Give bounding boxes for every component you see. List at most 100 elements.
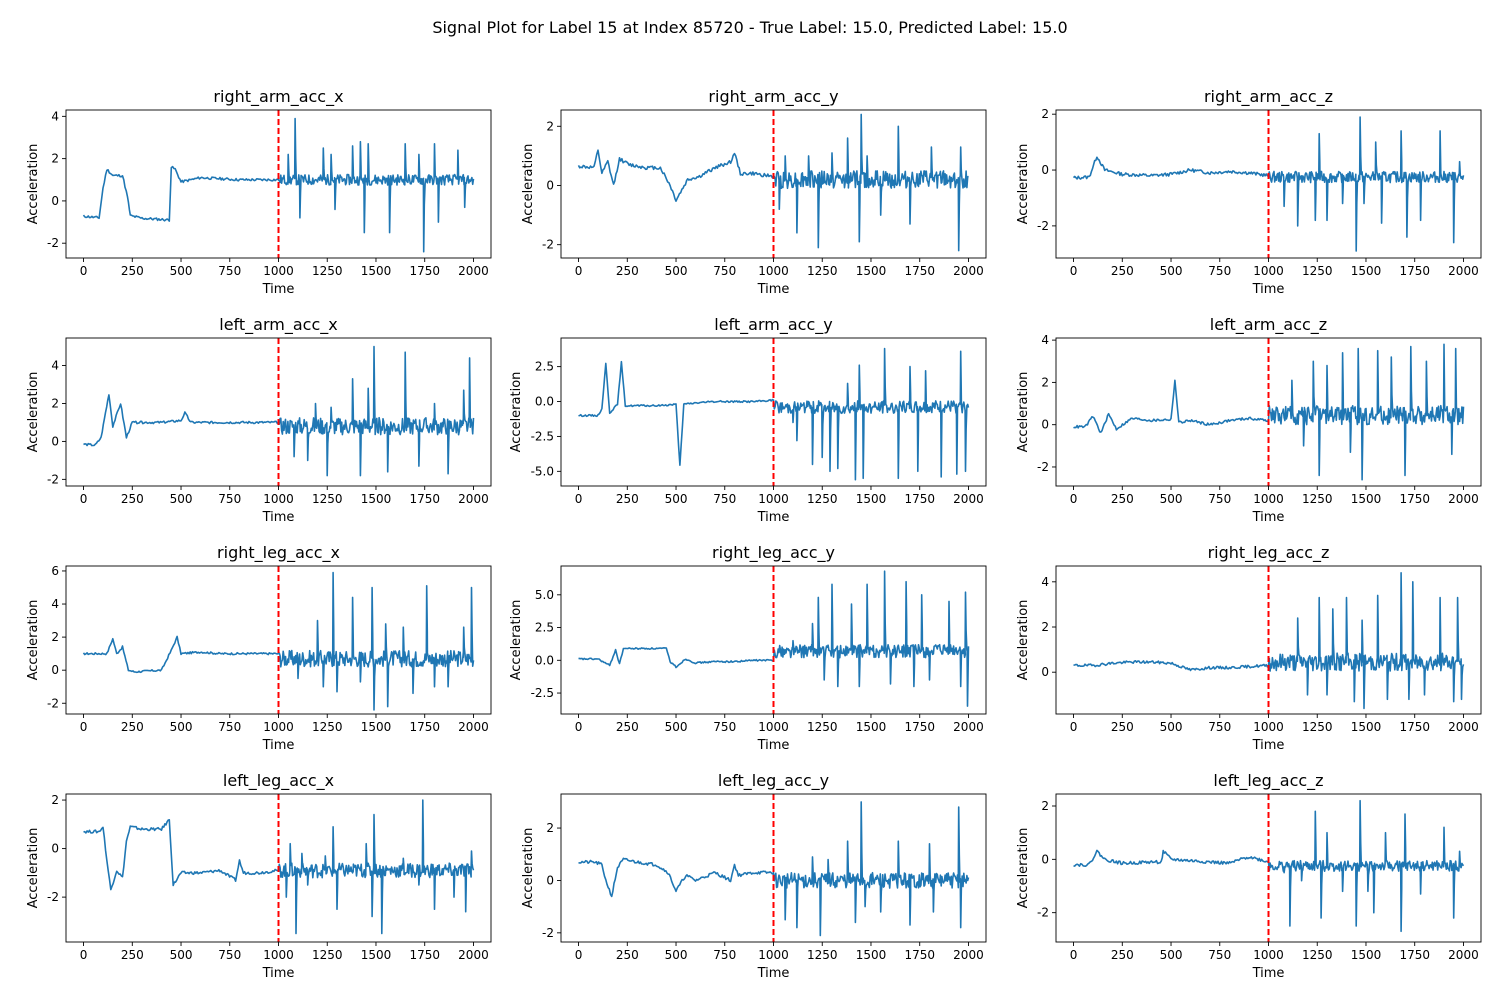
y-tick-label: 0.0 (535, 653, 554, 667)
x-tick-label: 1250 (807, 264, 838, 278)
figure-title: Signal Plot for Label 15 at Index 85720 … (432, 18, 1068, 37)
x-tick-label: 1000 (263, 492, 294, 506)
x-axis-label: Time (757, 282, 790, 297)
x-tick-label: 250 (1111, 720, 1134, 734)
x-tick-label: 1500 (361, 948, 392, 962)
x-tick-label: 250 (121, 720, 144, 734)
y-tick-label: 0 (51, 434, 59, 448)
y-tick-label: 2.5 (535, 360, 554, 374)
x-tick-label: 2000 (1448, 492, 1479, 506)
y-tick-label: 4 (51, 109, 59, 123)
subplot-left-arm-acc-y: left_arm_acc_y 0 250 500 750 1000 1250 1500 1750… (509, 315, 987, 525)
x-tick-label: 1000 (758, 264, 789, 278)
y-axis-label: Acceleration (1016, 828, 1031, 909)
y-tick-label: 2 (51, 396, 59, 410)
subplot-title: left_leg_acc_y (718, 771, 829, 791)
subplot-left-leg-acc-y: left_leg_acc_y 0 250 500 750 1000 1250 1500 1750… (521, 771, 987, 981)
x-tick-label: 0 (80, 492, 88, 506)
signal-line (82, 571, 475, 711)
x-tick-label: 750 (218, 720, 241, 734)
x-tick-label: 250 (121, 948, 144, 962)
x-axis-label: Time (262, 510, 295, 525)
x-tick-label: 1000 (758, 948, 789, 962)
x-tick-label: 500 (665, 492, 688, 506)
x-tick-label: 1250 (807, 492, 838, 506)
x-tick-label: 1000 (1253, 948, 1284, 962)
x-tick-label: 1250 (1302, 720, 1333, 734)
x-tick-label: 1000 (758, 720, 789, 734)
x-tick-label: 1500 (1351, 948, 1382, 962)
x-tick-label: 2000 (458, 948, 489, 962)
subplot-title: left_leg_acc_x (223, 771, 334, 791)
y-tick-label: -2 (1037, 906, 1049, 920)
x-tick-label: 1500 (856, 492, 887, 506)
x-tick-label: 0 (1070, 264, 1078, 278)
x-tick-label: 2000 (1448, 720, 1479, 734)
x-tick-label: 1500 (856, 720, 887, 734)
x-tick-label: 1000 (1253, 492, 1284, 506)
x-tick-label: 1750 (1399, 492, 1430, 506)
x-tick-label: 250 (1111, 264, 1134, 278)
y-axis-label: Acceleration (26, 372, 41, 453)
subplot-left-leg-acc-z: left_leg_acc_z 0 250 500 750 1000 1250 1500 1750… (1016, 771, 1482, 981)
signal-line (578, 570, 970, 707)
x-tick-label: 500 (665, 720, 688, 734)
y-tick-label: -2 (47, 472, 59, 486)
x-tick-label: 1250 (807, 720, 838, 734)
x-tick-label: 250 (1111, 492, 1134, 506)
x-tick-label: 750 (218, 264, 241, 278)
y-tick-label: 0 (546, 178, 554, 192)
x-tick-label: 1500 (1351, 264, 1382, 278)
x-tick-label: 250 (616, 264, 639, 278)
signal-line (83, 345, 475, 477)
x-tick-label: 1250 (1302, 948, 1333, 962)
x-tick-label: 1000 (758, 492, 789, 506)
subplot-right-arm-acc-x: right_arm_acc_x 0 250 500 750 1000 1250 1500 175… (26, 87, 492, 297)
x-tick-label: 500 (665, 948, 688, 962)
y-tick-label: -2.5 (531, 686, 554, 700)
x-tick-label: 1500 (856, 264, 887, 278)
x-tick-label: 1000 (1253, 264, 1284, 278)
x-tick-label: 500 (1160, 264, 1183, 278)
subplot-title: right_leg_acc_y (712, 543, 835, 563)
x-tick-label: 750 (1208, 720, 1231, 734)
x-tick-label: 750 (1208, 948, 1231, 962)
x-axis-label: Time (262, 966, 295, 981)
x-tick-label: 500 (1160, 492, 1183, 506)
x-tick-label: 1250 (312, 492, 343, 506)
x-tick-label: 1500 (856, 948, 887, 962)
x-tick-label: 2000 (1448, 948, 1479, 962)
y-tick-label: 0 (51, 194, 59, 208)
subplot-title: right_arm_acc_x (213, 87, 343, 107)
y-axis-label: Acceleration (26, 144, 41, 225)
subplot-title: right_arm_acc_y (708, 87, 838, 107)
x-tick-label: 750 (218, 948, 241, 962)
x-tick-label: 500 (665, 264, 688, 278)
x-tick-label: 1250 (1302, 264, 1333, 278)
y-tick-label: 2 (51, 152, 59, 166)
y-tick-label: 2 (1041, 107, 1049, 121)
x-tick-label: 1000 (1253, 720, 1284, 734)
signal-line (578, 801, 970, 937)
subplot-left-arm-acc-x: left_arm_acc_x 0 250 500 750 1000 1250 1500 1750… (26, 315, 492, 525)
y-tick-label: 0 (1041, 163, 1049, 177)
x-tick-label: 2000 (1448, 264, 1479, 278)
subplot-title: left_arm_acc_x (219, 315, 337, 335)
y-axis-label: Acceleration (26, 600, 41, 681)
y-tick-label: 4 (1041, 575, 1049, 589)
subplot-right-leg-acc-z: right_leg_acc_z 0 250 500 750 1000 1250 1500 175… (1016, 543, 1482, 753)
subplot-title: left_arm_acc_y (714, 315, 832, 335)
x-tick-label: 0 (575, 492, 583, 506)
x-tick-label: 1750 (1399, 948, 1430, 962)
y-tick-label: 4 (1041, 333, 1049, 347)
signal-line (83, 799, 475, 935)
x-tick-label: 1500 (1351, 720, 1382, 734)
x-axis-label: Time (757, 966, 790, 981)
x-tick-label: 1500 (1351, 492, 1382, 506)
x-axis-label: Time (262, 738, 295, 753)
x-tick-label: 750 (713, 948, 736, 962)
signal-line (578, 347, 970, 481)
y-axis-label: Acceleration (521, 144, 536, 225)
x-tick-label: 250 (616, 492, 639, 506)
subplot-left-arm-acc-z: left_arm_acc_z 0 250 500 750 1000 1250 1500 1750… (1016, 315, 1482, 525)
